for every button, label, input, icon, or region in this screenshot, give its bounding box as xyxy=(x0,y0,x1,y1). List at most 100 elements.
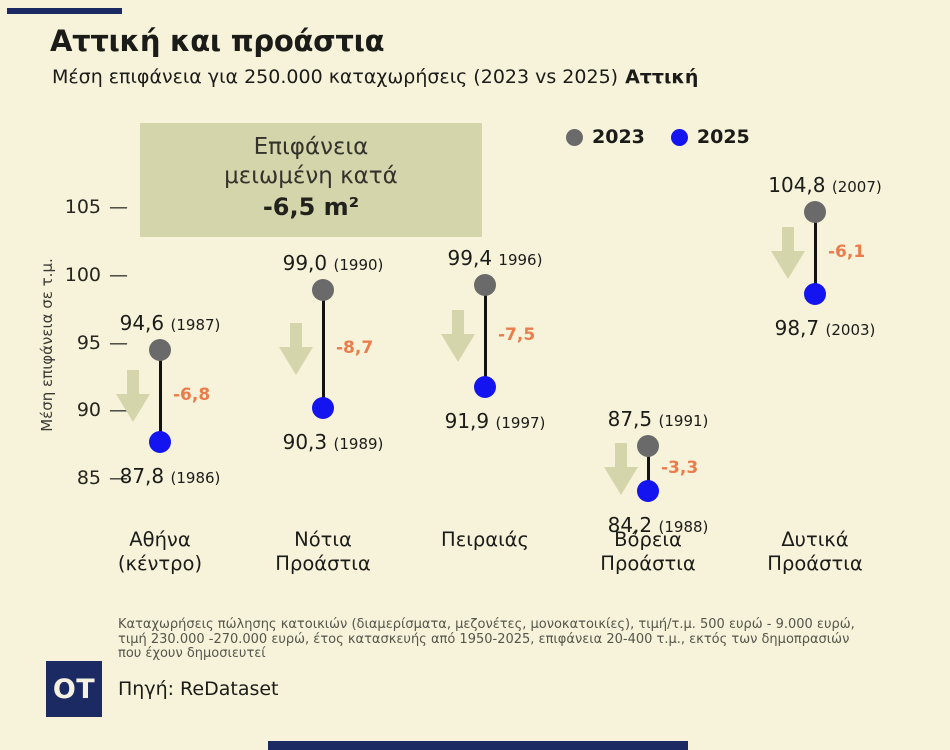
value-label-2023: 99,0 (1990) xyxy=(283,251,384,275)
y-tick-label: 95 xyxy=(76,331,101,354)
category-label: Βόρεια Προάστια xyxy=(600,528,695,576)
dot-2023 xyxy=(312,279,334,302)
dot-2023 xyxy=(149,339,171,362)
value-label-2023: 87,5 (1991) xyxy=(608,407,709,431)
y-tick-label: 90 xyxy=(76,399,101,422)
value-2025: 87,8 xyxy=(119,464,165,489)
footnote-line2: τιμή 230.000 -270.000 ευρώ, έτος κατασκε… xyxy=(118,631,850,647)
value-2025: 90,3 xyxy=(282,430,328,455)
change-label: -7,5 xyxy=(498,324,536,345)
value-2025: 98,7 xyxy=(774,316,820,341)
decrease-arrow-icon xyxy=(604,442,638,495)
page-title: Αττική και προάστια xyxy=(50,24,385,58)
change-label: -6,1 xyxy=(828,242,866,263)
subtitle-text: Μέση επιφάνεια για 250.000 καταχωρήσεις … xyxy=(52,66,619,88)
category-line: (κέντρο) xyxy=(117,551,203,575)
dumbbell-line xyxy=(321,290,325,409)
y-tick: 95 — xyxy=(40,332,128,354)
y-tick: 105 — xyxy=(40,196,128,218)
y-tick: 85 — xyxy=(40,467,128,489)
value-2023: 99,4 xyxy=(447,245,493,270)
value-label-2025: 98,7 (2003) xyxy=(775,316,876,340)
dot-2025 xyxy=(474,375,496,398)
footnote-line3: που έχουν δημοσιευτεί xyxy=(118,646,266,661)
legend-dot-2025-icon xyxy=(670,128,688,146)
dot-2023 xyxy=(804,200,826,223)
value-label-2023: 99,4 1996) xyxy=(448,246,543,270)
category-label: Νότια Προάστια xyxy=(275,528,370,576)
dot-2025 xyxy=(637,480,659,503)
y-tick-label: 105 xyxy=(64,196,101,218)
year-2023: (2007) xyxy=(831,177,882,196)
category-line: Προάστια xyxy=(275,551,371,575)
value-label-2025: 87,8 (1986) xyxy=(120,464,221,488)
value-label-2025: 90,3 (1989) xyxy=(283,430,384,454)
year-2023: (1991) xyxy=(658,412,709,431)
top-accent-bar xyxy=(7,8,122,14)
dumbbell-line xyxy=(813,211,817,295)
year-2025: (2003) xyxy=(825,321,876,340)
year-2025: (1988) xyxy=(658,518,709,537)
annotation-line3: -6,5 m² xyxy=(262,192,360,221)
dot-2025 xyxy=(149,431,171,454)
category-label: Πειραιάς xyxy=(441,528,529,552)
value-2023: 99,0 xyxy=(282,251,328,276)
value-label-2023: 104,8 (2007) xyxy=(768,173,882,197)
annotation-box: Επιφάνεια μειωμένη κατά -6,5 m² xyxy=(140,123,482,237)
footnote: Καταχωρήσεις πώλησης κατοικιών (διαμερίσ… xyxy=(118,617,855,662)
dumbbell-line xyxy=(483,284,487,387)
year-2025: (1989) xyxy=(333,435,384,454)
value-2023: 87,5 xyxy=(607,407,653,432)
value-label-2025: 84,2 (1988) xyxy=(608,513,709,537)
footnote-line1: Καταχωρήσεις πώλησης κατοικιών (διαμερίσ… xyxy=(118,617,855,632)
y-tick-mark-icon: — xyxy=(109,196,128,218)
decrease-arrow-icon xyxy=(771,227,805,280)
dumbbell-line xyxy=(646,446,650,492)
year-2025: (1986) xyxy=(170,469,221,488)
legend: 2023 2025 xyxy=(566,126,750,148)
y-tick-label: 85 xyxy=(76,467,101,490)
year-2023: 1996) xyxy=(498,250,543,269)
category-label: Αθήνα (κέντρο) xyxy=(118,528,202,576)
value-label-2025: 91,9 (1997) xyxy=(445,409,546,433)
legend-label-2023: 2023 xyxy=(592,126,645,148)
year-2023: (1987) xyxy=(170,316,221,335)
dot-2025 xyxy=(312,397,334,420)
value-2023: 104,8 xyxy=(768,172,826,197)
year-2025: (1997) xyxy=(495,413,546,432)
year-2023: (1990) xyxy=(333,256,384,275)
legend-label-2025: 2025 xyxy=(696,126,750,148)
y-tick-mark-icon: — xyxy=(109,263,128,286)
legend-item-2023: 2023 xyxy=(566,126,645,148)
category-line: Δυτικά xyxy=(781,528,849,551)
value-2023: 94,6 xyxy=(119,311,165,336)
change-label: -6,8 xyxy=(173,385,211,406)
y-tick-label: 100 xyxy=(64,263,101,286)
y-tick: 100 — xyxy=(40,264,128,286)
dot-2023 xyxy=(474,273,496,296)
category-line: Αθήνα xyxy=(129,528,191,551)
category-line: Νότια xyxy=(294,528,352,551)
change-label: -8,7 xyxy=(336,338,374,359)
y-tick-mark-icon: — xyxy=(109,467,128,490)
annotation-line2: μειωμένη κατά xyxy=(224,163,398,190)
dumbbell-line xyxy=(158,350,162,443)
source-text: Πηγή: ReDataset xyxy=(118,678,279,700)
category-line: Βόρεια xyxy=(614,528,682,551)
annotation-line1: Επιφάνεια xyxy=(253,134,369,160)
legend-dot-2023-icon xyxy=(566,128,583,146)
category-line: Πειραιάς xyxy=(441,528,529,551)
change-label: -3,3 xyxy=(661,457,699,478)
bottom-accent-bar xyxy=(268,741,688,750)
value-2025: 91,9 xyxy=(444,408,490,433)
decrease-arrow-icon xyxy=(441,309,475,362)
category-label: Δυτικά Προάστια xyxy=(767,528,862,576)
ot-logo: OT xyxy=(46,661,102,717)
dot-2023 xyxy=(637,435,659,458)
y-tick: 90— xyxy=(40,399,128,421)
y-tick-mark-icon: — xyxy=(109,331,128,354)
decrease-arrow-icon xyxy=(279,323,313,376)
dot-2025 xyxy=(804,283,826,306)
